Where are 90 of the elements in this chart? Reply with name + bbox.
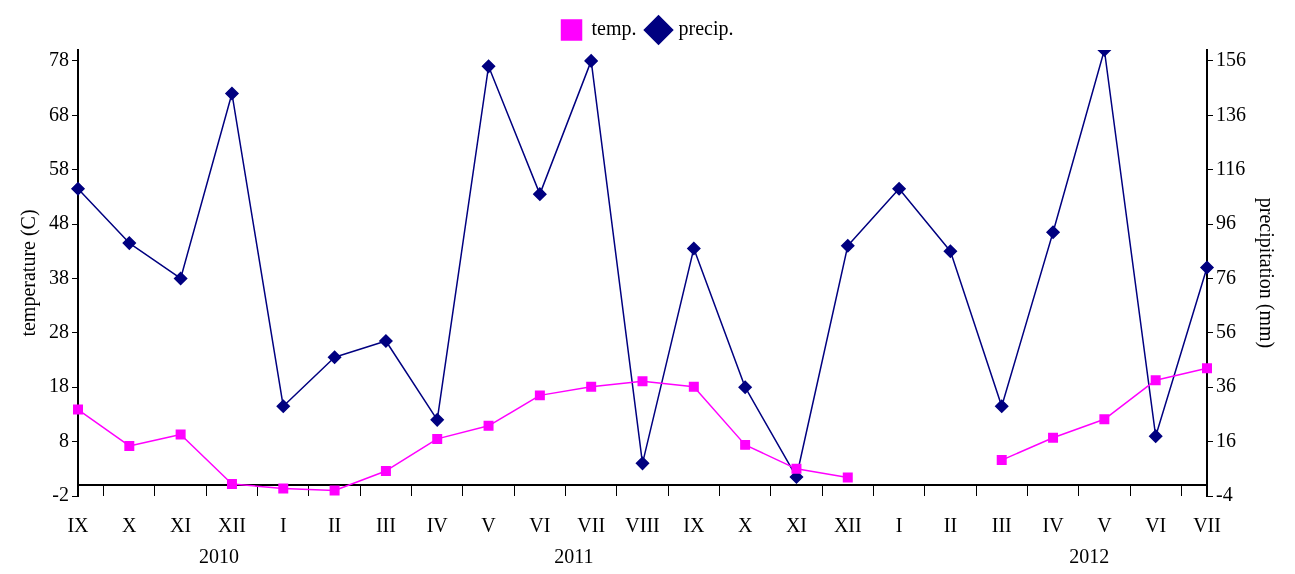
point xyxy=(738,380,752,394)
x-tick-label: XII xyxy=(218,514,246,537)
x-tick-label: III xyxy=(991,514,1012,537)
x-tick-label: II xyxy=(327,514,342,537)
legend-label: temp. xyxy=(591,17,637,41)
point xyxy=(226,479,237,490)
point xyxy=(329,485,340,496)
point xyxy=(584,54,598,68)
point xyxy=(379,334,393,348)
point xyxy=(533,187,547,201)
x-tick-label: VII xyxy=(577,514,606,537)
point xyxy=(380,465,391,476)
x-tick-label: XI xyxy=(170,514,192,537)
x-tick-label: V xyxy=(1097,514,1113,537)
point xyxy=(687,241,701,256)
y2-tick-label: 156 xyxy=(1216,48,1246,71)
y-tick-label: 38 xyxy=(49,265,69,288)
point xyxy=(1150,375,1161,386)
x-tick-label: II xyxy=(943,514,958,537)
point xyxy=(1099,414,1110,425)
x-tick-label: IX xyxy=(683,514,705,537)
point xyxy=(276,399,291,414)
point xyxy=(430,413,444,427)
x-tick-label: I xyxy=(279,514,287,537)
y2-tick-label: 56 xyxy=(1216,320,1236,343)
y2-tick-label: 36 xyxy=(1216,374,1236,397)
x-tick-label: VII xyxy=(1193,514,1221,537)
point xyxy=(124,440,135,451)
point xyxy=(996,455,1007,466)
x-tick-label: VI xyxy=(1145,514,1167,537)
point xyxy=(586,381,597,392)
x-tick-label: VIII xyxy=(625,514,660,537)
point xyxy=(635,456,650,471)
y2-tick-label: 76 xyxy=(1216,265,1236,288)
text: 2012 xyxy=(1069,545,1110,568)
x-tick-label: IX xyxy=(67,514,90,537)
y2-axis-title: precipitation (mm) xyxy=(1254,197,1278,349)
x-tick-label: V xyxy=(481,514,497,537)
point xyxy=(841,239,855,253)
point xyxy=(637,376,648,387)
x-tick-label: XI xyxy=(785,514,808,537)
y2-tick-label: 96 xyxy=(1216,211,1236,234)
x-tick-label: X xyxy=(737,514,753,537)
x-tick-label: VI xyxy=(529,514,551,537)
point xyxy=(1148,429,1163,443)
text: 2011 xyxy=(554,545,594,568)
point xyxy=(1200,260,1214,275)
text: 2010 xyxy=(198,545,239,568)
y2-tick-label: 16 xyxy=(1216,428,1236,451)
point xyxy=(327,350,342,365)
point xyxy=(994,399,1009,414)
point xyxy=(432,433,443,444)
y-tick-label: 28 xyxy=(49,320,69,343)
point xyxy=(1046,225,1060,239)
x-tick-label: IV xyxy=(1042,514,1065,537)
point xyxy=(481,59,496,74)
point xyxy=(688,381,699,392)
y2-tick-label: 116 xyxy=(1216,156,1246,179)
x-tick-label: IV xyxy=(426,514,449,537)
point xyxy=(892,181,906,196)
y-tick-label: 58 xyxy=(49,156,69,179)
y-tick-label: 8 xyxy=(59,428,69,451)
y-tick-label: -2 xyxy=(52,483,69,506)
x-tick-label: XII xyxy=(833,514,862,537)
point xyxy=(173,271,188,286)
y2-tick-label: -4 xyxy=(1216,483,1233,506)
point xyxy=(1048,432,1059,443)
y2-tick-label: 136 xyxy=(1216,102,1246,125)
y-tick-label: 48 xyxy=(49,211,69,234)
point xyxy=(225,86,239,101)
y-tick-label: 68 xyxy=(49,102,69,125)
point xyxy=(943,244,958,258)
point xyxy=(483,420,494,431)
point xyxy=(175,429,186,440)
y-tick-label: 18 xyxy=(49,374,69,397)
y-axis-title: temperature (C) xyxy=(17,209,41,337)
point xyxy=(534,390,545,401)
point xyxy=(842,472,853,483)
point xyxy=(71,181,85,196)
point xyxy=(122,236,137,250)
x-tick-label: III xyxy=(375,514,396,537)
point xyxy=(278,483,289,494)
point xyxy=(740,439,751,450)
point xyxy=(791,463,802,474)
legend-label: precip. xyxy=(678,17,734,41)
point xyxy=(73,404,83,415)
x-tick-label: I xyxy=(895,514,903,537)
point xyxy=(1202,363,1212,374)
x-tick-label: X xyxy=(122,514,138,537)
y-tick-label: 78 xyxy=(49,48,69,71)
